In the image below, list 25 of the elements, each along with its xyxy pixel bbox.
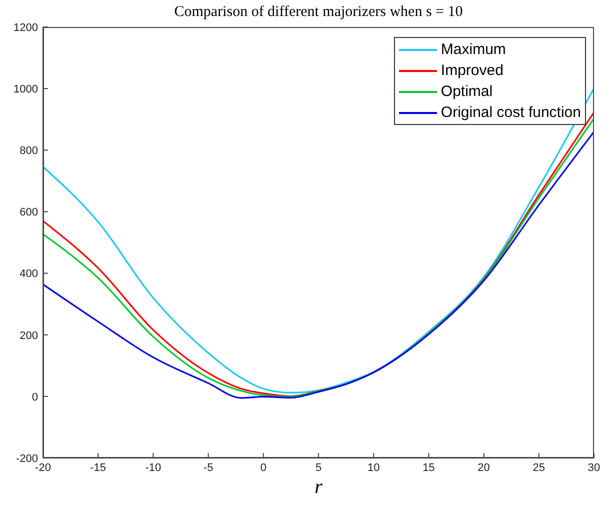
y-tick-label: 1000 <box>14 83 38 96</box>
chart-title: Comparison of different majorizers when s = 10 <box>173 4 464 21</box>
x-tick-label: 0 <box>260 462 266 474</box>
x-tick-label: -20 <box>35 462 51 474</box>
x-tick-label: 10 <box>367 462 380 474</box>
x-tick-label: 15 <box>422 462 435 474</box>
y-tick-label: -200 <box>16 452 38 465</box>
x-axis-title: r <box>314 476 324 499</box>
x-tick-label: 20 <box>478 462 490 474</box>
legend-label: Improved <box>440 62 504 79</box>
x-tick-label: 30 <box>588 462 600 474</box>
x-tick-label: 5 <box>315 462 322 474</box>
legend-label: Optimal <box>440 83 493 100</box>
x-tick-label: -10 <box>145 462 162 474</box>
y-tick-label: 800 <box>20 145 38 158</box>
y-tick-label: 0 <box>32 391 38 404</box>
y-tick-label: 1200 <box>14 22 38 34</box>
y-tick-label: 400 <box>20 268 38 280</box>
y-tick-label: 200 <box>20 330 38 342</box>
x-tick-label: -15 <box>90 462 106 474</box>
legend-label: Original cost function <box>440 104 581 121</box>
x-tick-label: 25 <box>532 462 546 474</box>
y-tick-label: 600 <box>20 206 38 219</box>
legend-label: Maximum <box>440 41 506 58</box>
x-tick-label: -5 <box>203 462 214 474</box>
